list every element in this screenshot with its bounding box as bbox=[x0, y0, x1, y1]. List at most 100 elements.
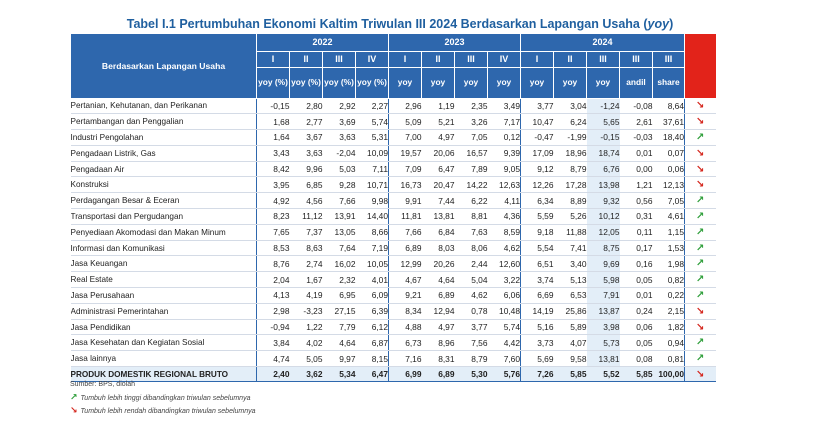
value-cell: 6,89 bbox=[421, 287, 455, 304]
value-cell: 0,81 bbox=[652, 350, 685, 368]
value-cell: 6,47 bbox=[421, 161, 455, 178]
value-cell: 5,31 bbox=[355, 129, 389, 146]
sector-label: Penyediaan Akomodasi dan Makan Minum bbox=[70, 224, 257, 241]
value-cell: 0,01 bbox=[619, 145, 653, 162]
value-cell: 3,98 bbox=[586, 319, 620, 336]
value-cell: 37,61 bbox=[652, 113, 685, 131]
table-row: Pengadaan Listrik, Gas 3,43 3,63 -2,04 10,09… bbox=[70, 145, 716, 162]
table-row: Pertambangan dan Penggalian 1,68 2,77 3,69 5… bbox=[70, 113, 716, 131]
value-cell: 4,01 bbox=[355, 271, 389, 289]
value-cell: 11,88 bbox=[553, 224, 587, 241]
value-cell: 4,56 bbox=[289, 192, 323, 210]
value-cell: 7,91 bbox=[586, 287, 620, 304]
value-cell: 12,05 bbox=[586, 224, 620, 241]
year-header-2022: 2022 bbox=[256, 34, 389, 52]
sector-label: Jasa lainnya bbox=[70, 350, 257, 368]
value-cell: 8,42 bbox=[256, 161, 290, 178]
table-row: Informasi dan Komunikasi 8,53 8,63 7,64 7,19… bbox=[70, 240, 716, 257]
value-cell: 11,81 bbox=[388, 208, 422, 225]
value-cell: 7,19 bbox=[355, 240, 389, 257]
sector-label: Pengadaan Listrik, Gas bbox=[70, 145, 257, 162]
sector-label: Konstruksi bbox=[70, 176, 257, 194]
value-cell: 7,66 bbox=[388, 224, 422, 241]
value-cell: 6,34 bbox=[520, 192, 554, 210]
arrow-down-icon: ↘ bbox=[684, 98, 716, 115]
value-cell: 8,89 bbox=[553, 192, 587, 210]
value-cell: 0,24 bbox=[619, 303, 653, 320]
value-cell: 7,63 bbox=[454, 224, 488, 241]
value-cell: 10,47 bbox=[520, 113, 554, 131]
value-cell: 3,95 bbox=[256, 176, 290, 194]
value-cell: 20,26 bbox=[421, 255, 455, 273]
measure-header: yoy bbox=[586, 67, 620, 99]
value-cell: 0,11 bbox=[619, 224, 653, 241]
value-cell: 0,06 bbox=[652, 161, 685, 178]
value-cell: 7,05 bbox=[454, 129, 488, 146]
quarter-header: II bbox=[421, 51, 455, 68]
value-cell: 2,92 bbox=[322, 98, 356, 115]
value-cell: 4,62 bbox=[454, 287, 488, 304]
value-cell: 13,91 bbox=[322, 208, 356, 225]
value-cell: 17,09 bbox=[520, 145, 554, 162]
value-cell: 0,78 bbox=[454, 303, 488, 320]
sector-label: Jasa Perusahaan bbox=[70, 287, 257, 304]
value-cell: 20,47 bbox=[421, 176, 455, 194]
value-cell: 5,98 bbox=[586, 271, 620, 289]
quarter-header: I bbox=[520, 51, 554, 68]
table-row: Jasa Perusahaan 4,13 4,19 6,95 6,09 9,21 6,89 4… bbox=[70, 287, 716, 304]
arrow-up-icon: ↗ bbox=[70, 392, 78, 402]
value-cell: 9,69 bbox=[586, 255, 620, 273]
value-cell: 2,77 bbox=[289, 113, 323, 131]
table-row: Jasa lainnya 4,74 5,05 9,97 8,15 7,16 8,31 8,79… bbox=[70, 350, 716, 368]
value-cell: 7,37 bbox=[289, 224, 323, 241]
value-cell: 1,98 bbox=[652, 255, 685, 273]
value-cell: 5,59 bbox=[520, 208, 554, 225]
value-cell: 5,65 bbox=[586, 113, 620, 131]
value-cell: 8,53 bbox=[256, 240, 290, 257]
value-cell: -3,23 bbox=[289, 303, 323, 320]
value-cell: 3,67 bbox=[289, 129, 323, 146]
value-cell: 3,77 bbox=[454, 319, 488, 336]
value-cell: 1,22 bbox=[289, 319, 323, 336]
table-row: Jasa Keuangan 8,76 2,74 16,02 10,05 12,99 20,2… bbox=[70, 255, 716, 273]
value-cell: 3,43 bbox=[256, 145, 290, 162]
value-cell: 3,22 bbox=[487, 271, 521, 289]
quarter-header: III bbox=[454, 51, 488, 68]
value-cell: 17,28 bbox=[553, 176, 587, 194]
value-cell: 5,85 bbox=[553, 366, 587, 383]
value-cell: -2,04 bbox=[322, 145, 356, 162]
value-cell: 3,84 bbox=[256, 334, 290, 352]
arrow-down-icon: ↘ bbox=[684, 176, 716, 194]
value-cell: 10,05 bbox=[355, 255, 389, 273]
value-cell: 4,74 bbox=[256, 350, 290, 368]
value-cell: 3,49 bbox=[487, 98, 521, 115]
value-cell: 3,63 bbox=[289, 145, 323, 162]
value-cell: 1,64 bbox=[256, 129, 290, 146]
value-cell: 8,81 bbox=[454, 208, 488, 225]
value-cell: 5,04 bbox=[454, 271, 488, 289]
value-cell: 7,79 bbox=[322, 319, 356, 336]
value-cell: 10,71 bbox=[355, 176, 389, 194]
total-row: PRODUK DOMESTIK REGIONAL BRUTO 2,40 3,62 5,… bbox=[70, 366, 716, 383]
value-cell: 0,07 bbox=[652, 145, 685, 162]
value-cell: 2,04 bbox=[256, 271, 290, 289]
value-cell: 13,98 bbox=[586, 176, 620, 194]
value-cell: 6,22 bbox=[454, 192, 488, 210]
sector-label: Jasa Pendidikan bbox=[70, 319, 257, 336]
value-cell: -0,47 bbox=[520, 129, 554, 146]
value-cell: 0,16 bbox=[619, 255, 653, 273]
year-header-2023: 2023 bbox=[388, 34, 521, 52]
value-cell: 1,82 bbox=[652, 319, 685, 336]
quarter-header: III bbox=[619, 51, 653, 68]
value-cell: 4,07 bbox=[553, 334, 587, 352]
trend-header bbox=[684, 34, 716, 99]
value-cell: 4,64 bbox=[421, 271, 455, 289]
measure-header: andil bbox=[619, 67, 653, 99]
measure-header: yoy bbox=[454, 67, 488, 99]
measure-header: yoy bbox=[421, 67, 455, 99]
quarter-header: II bbox=[553, 51, 587, 68]
table-body: Pertanian, Kehutanan, dan Perikanan -0,15… bbox=[70, 98, 716, 383]
value-cell: 4,19 bbox=[289, 287, 323, 304]
value-cell: 9,58 bbox=[553, 350, 587, 368]
measure-header: share bbox=[652, 67, 685, 99]
